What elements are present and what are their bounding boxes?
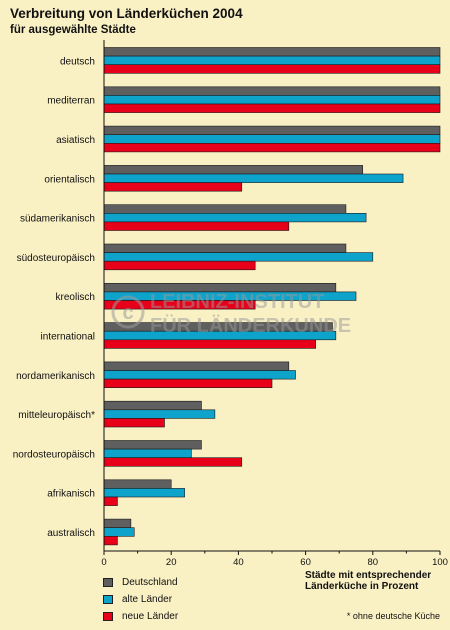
- legend-label-neue-laender: neue Länder: [122, 611, 179, 622]
- legend-item-neue-laender: neue Länder: [103, 608, 178, 625]
- legend-swatch-deutschland: [103, 578, 113, 587]
- bar-kreolisch-series-1: [103, 291, 357, 301]
- x-tick-label: 100: [432, 557, 448, 568]
- bar-nordamerikanisch-series-1: [103, 370, 296, 380]
- x-tick-label: 80: [368, 557, 379, 568]
- bar-australisch-series-2: [103, 535, 118, 546]
- chart-subtitle: für ausgewählte Städte: [10, 24, 136, 36]
- bar-südosteuropäisch-series-2: [103, 260, 256, 271]
- bar-asiatisch-series-2: [103, 143, 441, 153]
- bar-afrikanisch-series-1: [103, 488, 185, 498]
- bar-nordosteuropäisch-series-2: [103, 457, 243, 467]
- x-axis-label: Städte mit entsprechender Länderküche in…: [305, 570, 431, 592]
- bar-südamerikanisch-series-2: [103, 221, 290, 231]
- category-label: südamerikanisch: [20, 214, 95, 225]
- category-label: international: [41, 332, 95, 343]
- legend-label-deutschland: Deutschland: [122, 577, 178, 588]
- bar-mitteleuropäisch-series-2: [103, 418, 165, 428]
- category-label: asiatisch: [56, 135, 95, 146]
- bar-deutsch-series-1: [103, 55, 441, 65]
- category-label: nordamerikanisch: [16, 371, 95, 382]
- category-label: südosteuropäisch: [17, 253, 95, 264]
- chart-title: Verbreitung von Länderküchen 2004: [10, 6, 243, 21]
- bar-orientalisch-series-0: [103, 165, 364, 175]
- bar-mediterran-series-0: [103, 86, 441, 96]
- x-tick-label: 60: [300, 557, 311, 568]
- legend: Deutschland alte Länder neue Länder: [103, 574, 178, 625]
- category-label: mediterran: [47, 96, 95, 107]
- legend-item-deutschland: Deutschland: [103, 574, 178, 591]
- bar-afrikanisch-series-2: [103, 496, 118, 506]
- bar-deutsch-series-2: [103, 64, 441, 74]
- x-tick-label: 40: [233, 557, 244, 568]
- bar-orientalisch-series-2: [103, 182, 243, 192]
- bar-kreolisch-series-0: [103, 282, 337, 293]
- bar-asiatisch-series-1: [103, 134, 441, 144]
- category-label: afrikanisch: [47, 489, 95, 500]
- bar-orientalisch-series-1: [103, 173, 404, 183]
- footnote: * ohne deutsche Küche: [346, 611, 440, 621]
- category-label: mitteleuropäisch*: [18, 410, 95, 421]
- bar-nordosteuropäisch-series-0: [103, 440, 202, 450]
- x-axis-label-line1: Städte mit entsprechender: [305, 570, 432, 581]
- x-tick-label: 0: [101, 557, 106, 568]
- bar-asiatisch-series-0: [103, 125, 441, 135]
- x-axis-label-line2: Länderküche in Prozent: [305, 581, 419, 592]
- bar-südamerikanisch-series-1: [103, 213, 367, 223]
- legend-label-alte-laender: alte Länder: [122, 594, 173, 605]
- bar-mediterran-series-1: [103, 95, 441, 105]
- bar-australisch-series-0: [103, 518, 132, 528]
- category-label: deutsch: [60, 56, 95, 67]
- bar-südosteuropäisch-series-1: [103, 252, 374, 262]
- legend-item-alte-laender: alte Länder: [103, 591, 178, 608]
- bar-international-series-1: [103, 330, 337, 341]
- category-label: nordosteuropäisch: [13, 449, 95, 460]
- legend-swatch-alte-laender: [103, 595, 113, 604]
- bar-nordamerikanisch-series-2: [103, 378, 273, 389]
- x-tick-label: 20: [166, 557, 177, 568]
- bar-mediterran-series-2: [103, 103, 441, 113]
- bar-australisch-series-1: [103, 527, 135, 537]
- bar-nordamerikanisch-series-0: [103, 361, 290, 371]
- bar-mitteleuropäisch-series-0: [103, 400, 202, 411]
- bar-südosteuropäisch-series-0: [103, 243, 347, 253]
- legend-swatch-neue-laender: [103, 612, 113, 621]
- bar-deutsch-series-0: [103, 47, 441, 57]
- bar-afrikanisch-series-0: [103, 479, 172, 489]
- bar-kreolisch-series-2: [103, 300, 256, 310]
- bar-international-series-2: [103, 339, 316, 349]
- bar-südamerikanisch-series-0: [103, 204, 347, 214]
- category-label: kreolisch: [56, 292, 95, 303]
- bar-mitteleuropäisch-series-1: [103, 409, 216, 419]
- bar-international-series-0: [103, 322, 333, 332]
- bar-nordosteuropäisch-series-1: [103, 448, 192, 459]
- category-label: australisch: [47, 528, 95, 539]
- category-label: orientalisch: [44, 174, 95, 185]
